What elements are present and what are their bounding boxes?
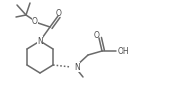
- Text: O: O: [32, 18, 38, 27]
- Text: OH: OH: [117, 46, 129, 56]
- Text: N: N: [37, 36, 43, 45]
- Text: N: N: [74, 62, 80, 71]
- Text: O: O: [56, 9, 62, 18]
- Text: O: O: [94, 31, 100, 40]
